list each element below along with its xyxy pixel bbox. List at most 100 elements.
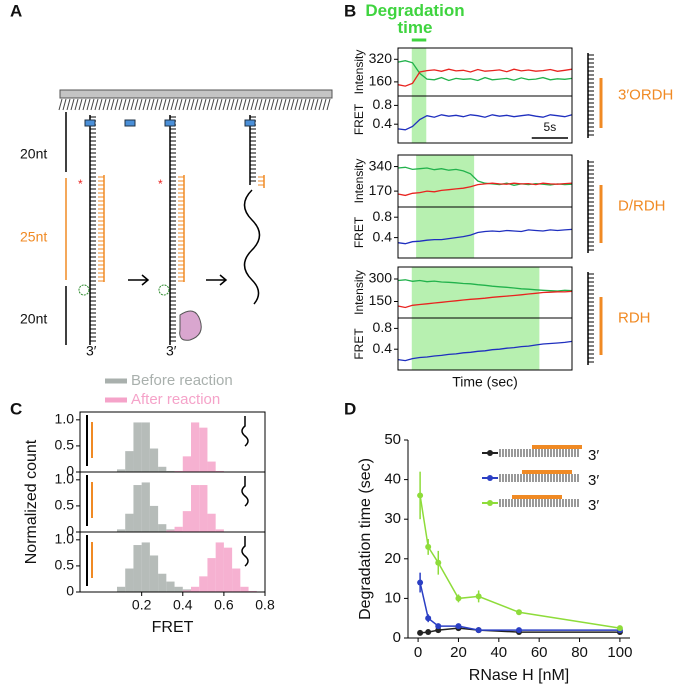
point: [425, 615, 432, 622]
y-tick-label: 1.0: [55, 411, 75, 427]
hatch-line: [306, 98, 311, 111]
hist-bar: [215, 470, 224, 472]
hatch-line: [318, 98, 323, 111]
y-tick-label: 0: [66, 583, 74, 599]
trace: [397, 340, 573, 362]
hatch-line: [58, 98, 63, 111]
hist-bar: [166, 530, 175, 532]
hist-bar: [182, 590, 191, 592]
hatch: [58, 98, 331, 111]
hatch-line: [114, 98, 119, 111]
trace: [397, 166, 573, 186]
hist-bar: [166, 470, 175, 472]
y-axis-label: Intensity: [352, 270, 366, 315]
length-label: 20nt: [20, 146, 47, 162]
y-tick-label: 1.0: [55, 531, 75, 547]
trace: [397, 114, 573, 131]
legend-label: 3′: [588, 497, 599, 514]
hist-bar: [149, 505, 159, 532]
y-tick-label: 340: [369, 157, 393, 173]
inset: [241, 476, 249, 507]
hatch-line: [186, 98, 191, 111]
y-axis-label: Normalized count: [23, 439, 40, 564]
hist-bar: [141, 422, 150, 472]
hatch-line: [78, 98, 83, 111]
x-tick-label: 20: [450, 644, 467, 661]
y-tick-label: 0.4: [373, 340, 393, 356]
hist-bar: [223, 547, 233, 592]
hatch-line: [182, 98, 187, 111]
hist-bar: [182, 456, 191, 472]
plot-frame: [79, 531, 266, 593]
plot-frame: [79, 471, 266, 533]
hatch-line: [210, 98, 215, 111]
y-tick-label: 0.5: [55, 557, 75, 573]
hatch-line: [314, 98, 319, 111]
hatch-line: [162, 98, 167, 111]
hist-bar: [207, 461, 216, 472]
hist-bar: [149, 555, 159, 592]
legend-label: 3′: [588, 472, 599, 489]
hist-bar: [166, 581, 175, 592]
hatch-line: [326, 98, 331, 111]
y-tick-label: 0.4: [373, 228, 393, 244]
x-tick-label: 0.4: [173, 597, 193, 613]
y-tick-label: 0: [393, 629, 401, 646]
y-tick-label: 0.8: [373, 319, 393, 335]
hatch-line: [166, 98, 171, 111]
hist-bar: [133, 422, 142, 472]
y-tick-label: 150: [369, 292, 393, 308]
hatch-line: [158, 98, 163, 111]
biotin: [164, 119, 176, 127]
hist-bar: [207, 513, 216, 532]
hatch-line: [286, 98, 291, 111]
hatch-line: [150, 98, 155, 111]
hatch-line: [214, 98, 219, 111]
hist-bar: [174, 470, 183, 472]
y-tick-label: 170: [369, 182, 393, 198]
y-axis-label: FRET: [352, 328, 366, 360]
hatch-line: [206, 98, 211, 111]
y-tick-label: 160: [369, 73, 393, 89]
scale-label: 5s: [544, 120, 557, 134]
hist-bar: [174, 586, 183, 592]
trace: [397, 60, 573, 82]
arrow: [206, 274, 228, 286]
y-tick-label: 50: [384, 431, 401, 448]
hist-bar: [191, 422, 200, 472]
x-tick-label: 0.8: [255, 597, 275, 613]
hatch-line: [222, 98, 227, 111]
x-tick-label: 0.2: [132, 597, 152, 613]
surface: [59, 89, 333, 99]
hatch-line: [106, 98, 111, 111]
hatch-line: [174, 98, 179, 111]
point: [425, 629, 432, 636]
y-tick-label: 0.8: [373, 96, 393, 112]
hist-bar: [125, 451, 134, 472]
trace: [397, 279, 573, 292]
hatch-line: [126, 98, 131, 111]
hatch-line: [70, 98, 75, 111]
x-axis-label: FRET: [152, 619, 194, 636]
panel-label: A: [10, 1, 22, 20]
y-tick-label: 30: [384, 510, 401, 527]
hist-bar: [215, 542, 224, 592]
hist-bar: [158, 573, 167, 592]
biotin: [84, 119, 96, 127]
hist-bar: [133, 485, 142, 532]
hatch-line: [234, 98, 239, 111]
hist-bar: [158, 524, 167, 532]
hist-bar: [174, 526, 183, 532]
degraded-strand: [243, 189, 261, 305]
hatch-line: [238, 98, 243, 111]
enzyme: [179, 310, 202, 341]
hatch-line: [290, 98, 295, 111]
hatch-line: [146, 98, 151, 111]
y-tick-label: 0: [66, 523, 74, 539]
hist-bar: [133, 545, 142, 592]
hist-bar: [191, 485, 200, 532]
legend-label: After reaction: [131, 391, 220, 408]
point: [616, 625, 623, 632]
panel-label: D: [344, 399, 356, 418]
